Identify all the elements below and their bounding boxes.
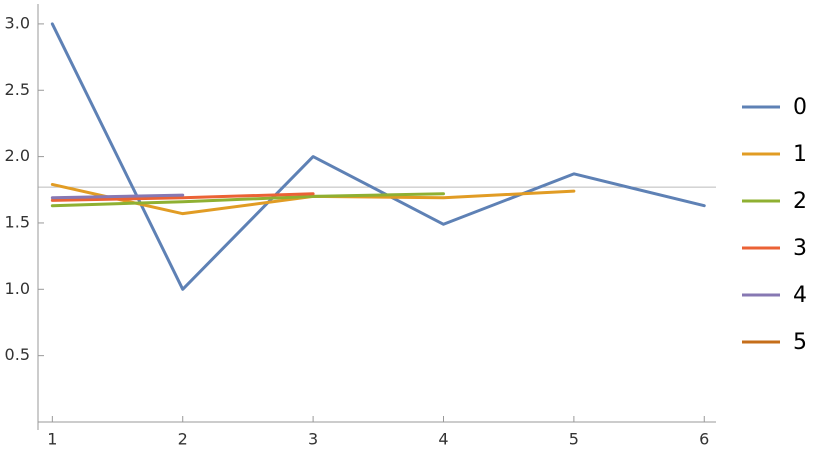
y-tick-label: 1.0 — [5, 279, 30, 298]
legend-label: 2 — [793, 189, 807, 214]
legend-label: 5 — [793, 330, 807, 355]
series-line — [50, 193, 185, 200]
x-tick-label: 6 — [699, 430, 709, 449]
x-tick-label: 2 — [178, 430, 188, 449]
legend-label: 4 — [793, 283, 807, 308]
x-tick-label: 3 — [308, 430, 318, 449]
series-line — [50, 192, 315, 202]
x-tick-label: 1 — [47, 430, 57, 449]
y-tick-label: 2.5 — [5, 80, 30, 99]
series-line — [50, 22, 706, 291]
legend-label: 0 — [793, 95, 807, 120]
x-tick-label: 4 — [438, 430, 448, 449]
x-tick-label: 5 — [569, 430, 579, 449]
y-tick-label: 2.0 — [5, 146, 30, 165]
legend-label: 1 — [793, 142, 807, 167]
legend-label: 3 — [793, 236, 807, 261]
series-line — [50, 192, 445, 208]
y-tick-label: 1.5 — [5, 212, 30, 231]
y-tick-label: 3.0 — [5, 13, 30, 32]
y-tick-label: 0.5 — [5, 345, 30, 364]
